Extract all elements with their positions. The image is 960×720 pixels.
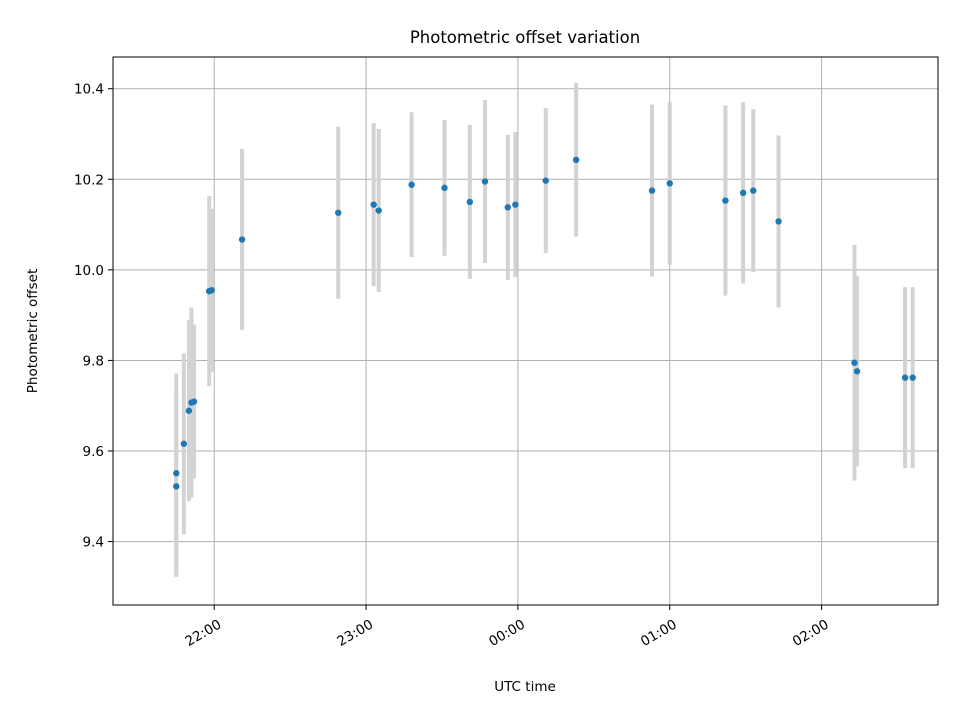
data-point [901, 374, 909, 381]
data-point [909, 374, 916, 381]
data-point [775, 218, 782, 225]
data-point [173, 470, 180, 477]
y-axis-ticks: 9.4 9.6 9.8 10.0 10.2 10.4 [74, 82, 113, 551]
data-point [185, 407, 193, 414]
chart-title: Photometric offset variation [410, 28, 640, 47]
data-point [180, 440, 188, 447]
data-point [542, 177, 549, 184]
x-axis-ticks: 22:00 23:00 00:00 01:00 02:00 [183, 605, 832, 650]
data-point [666, 180, 673, 187]
data-point [750, 187, 757, 194]
y-tick-label: 10.4 [74, 82, 104, 98]
x-tick-label: 23:00 [334, 617, 376, 650]
data-point [238, 236, 246, 243]
y-tick-label: 10.0 [74, 263, 104, 279]
data-point [722, 197, 729, 204]
data-point [335, 209, 342, 216]
data-point [481, 178, 489, 185]
data-point [648, 187, 656, 194]
error-bars [174, 82, 915, 577]
x-tick-label: 00:00 [486, 617, 528, 650]
data-point [572, 156, 580, 164]
data-point [851, 359, 858, 366]
y-tick-label: 9.6 [83, 444, 104, 460]
data-point [208, 287, 215, 294]
grid [113, 57, 938, 605]
x-tick-label: 01:00 [638, 617, 680, 650]
data-point [408, 181, 415, 188]
data-point [173, 483, 180, 490]
x-axis-label: UTC time [494, 679, 556, 695]
x-tick-label: 22:00 [183, 617, 225, 650]
y-tick-label: 10.2 [74, 172, 104, 188]
data-point [466, 198, 474, 206]
data-points [173, 156, 916, 490]
y-tick-label: 9.8 [83, 353, 104, 369]
y-axis-label: Photometric offset [25, 269, 41, 393]
data-point [504, 204, 511, 211]
data-point [375, 207, 382, 214]
x-tick-label: 02:00 [790, 617, 832, 650]
data-point [853, 368, 861, 375]
plot-frame [112, 56, 939, 606]
data-point [190, 398, 198, 405]
y-tick-label: 9.4 [83, 535, 104, 551]
data-point [370, 201, 377, 208]
data-point [739, 189, 747, 197]
data-point [441, 184, 448, 192]
data-point [512, 201, 519, 208]
